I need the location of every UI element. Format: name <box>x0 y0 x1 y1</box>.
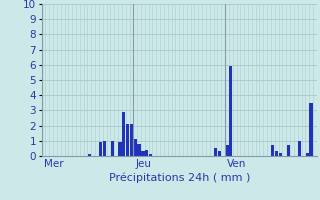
Bar <box>225 145 228 156</box>
Bar <box>214 148 217 156</box>
Bar <box>149 154 152 156</box>
Bar <box>134 139 137 156</box>
Bar <box>88 154 91 156</box>
Bar <box>229 66 232 156</box>
Bar <box>103 141 106 156</box>
Bar <box>271 145 275 156</box>
Bar <box>126 124 129 156</box>
Bar <box>275 151 278 156</box>
Bar <box>118 142 122 156</box>
Bar <box>306 153 309 156</box>
Bar <box>286 145 290 156</box>
Bar <box>309 103 313 156</box>
Bar <box>279 153 282 156</box>
Bar <box>138 144 141 156</box>
Bar <box>130 124 133 156</box>
Bar <box>99 142 102 156</box>
Bar <box>141 151 145 156</box>
Bar <box>145 150 148 156</box>
Bar <box>298 141 301 156</box>
Bar <box>218 151 221 156</box>
Bar <box>122 112 125 156</box>
Bar <box>111 141 114 156</box>
X-axis label: Précipitations 24h ( mm ): Précipitations 24h ( mm ) <box>108 173 250 183</box>
